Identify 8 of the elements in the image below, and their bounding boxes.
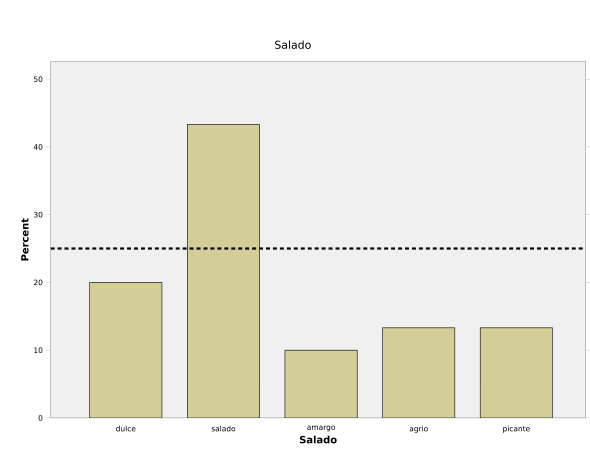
x-axis-title: Salado — [300, 436, 337, 444]
y-axis-title: Percent — [21, 218, 29, 261]
bar — [382, 328, 456, 418]
chart-title: Salado — [275, 40, 311, 50]
bar — [90, 282, 162, 418]
bar — [284, 350, 358, 418]
bar — [480, 328, 553, 418]
bar — [187, 124, 260, 418]
